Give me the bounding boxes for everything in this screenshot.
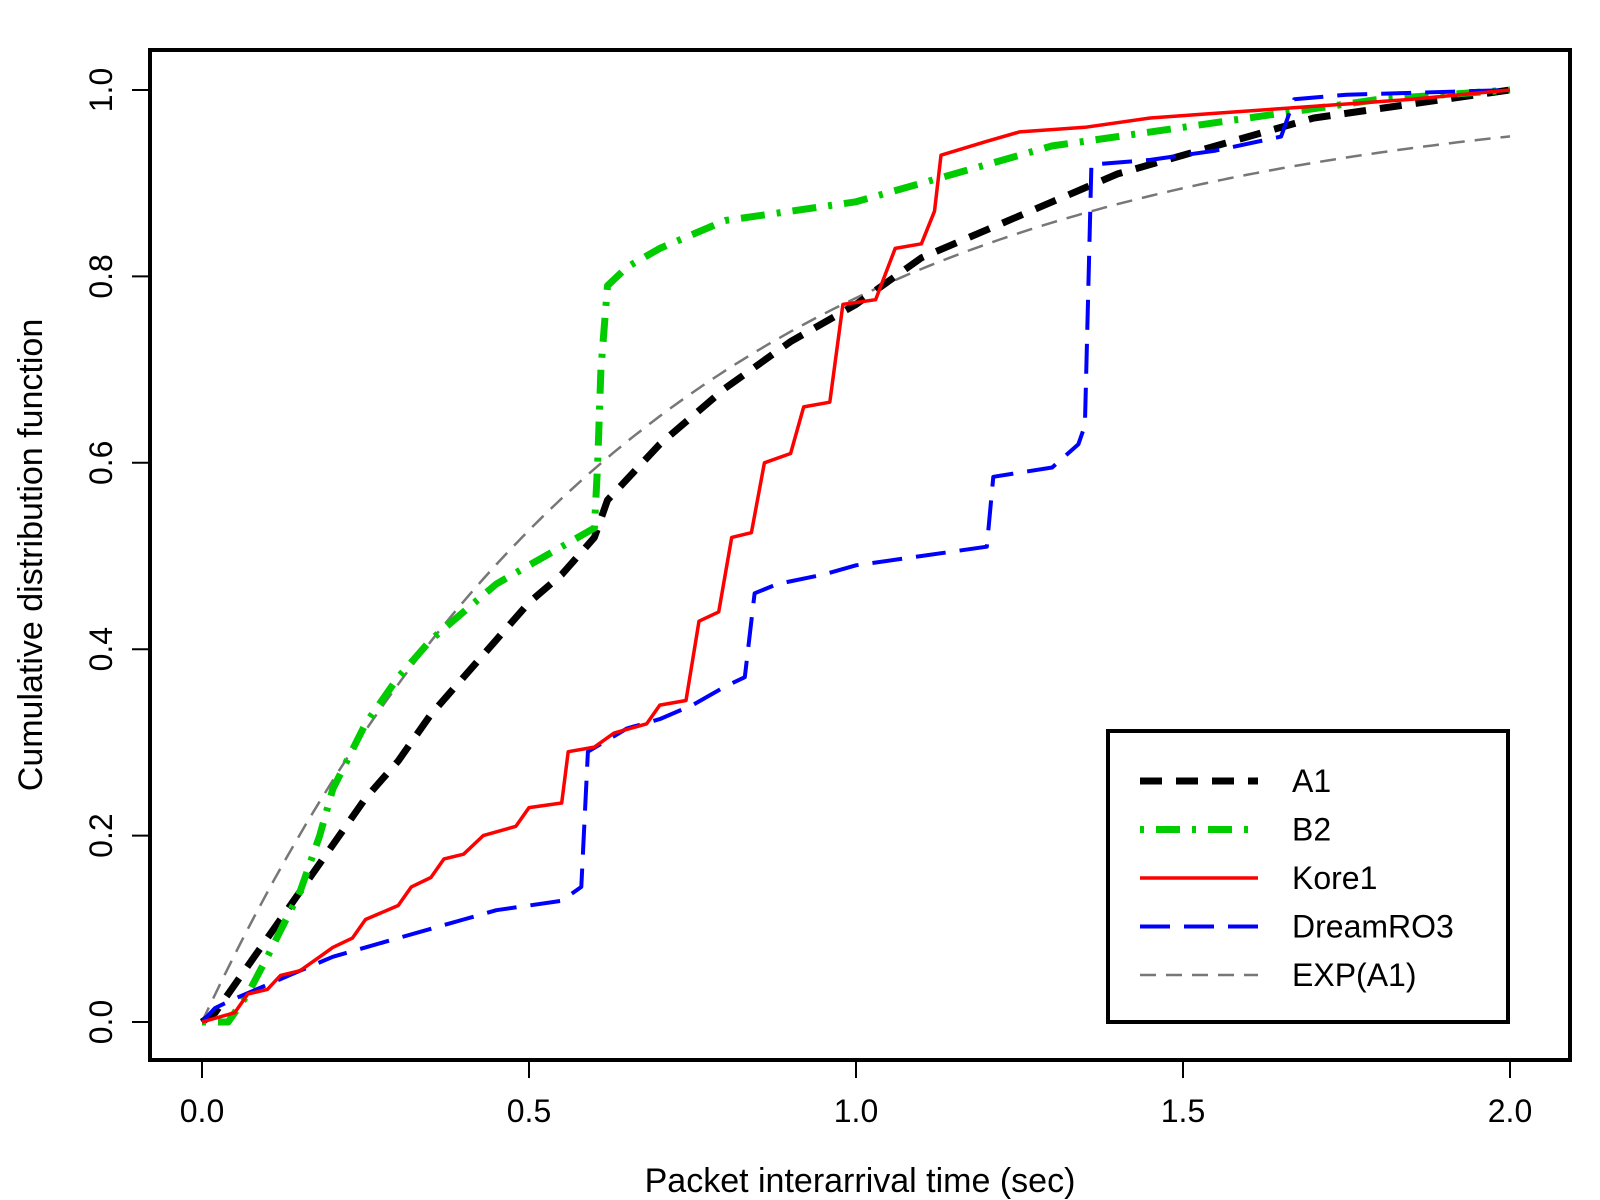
y-tick-label: 0.0 bbox=[83, 1000, 119, 1044]
y-tick-label: 0.4 bbox=[83, 627, 119, 671]
legend-label: EXP(A1) bbox=[1292, 957, 1416, 993]
y-tick-label: 0.8 bbox=[83, 254, 119, 298]
x-tick-label: 1.5 bbox=[1161, 1093, 1205, 1129]
series-line-b2 bbox=[202, 86, 1511, 1026]
legend-label: B2 bbox=[1292, 812, 1331, 848]
x-axis-label: Packet interarrival time (sec) bbox=[645, 1162, 1076, 1200]
x-axis: 0.0 0.5 1.0 1.5 2.0 bbox=[180, 1059, 1532, 1129]
x-tick-label: 0.0 bbox=[180, 1093, 224, 1129]
legend-label: A1 bbox=[1292, 763, 1331, 799]
y-tick-label: 0.2 bbox=[83, 813, 119, 857]
y-tick-label: 1.0 bbox=[83, 68, 119, 112]
x-tick-label: 2.0 bbox=[1488, 1093, 1532, 1129]
y-axis: 0.0 0.2 0.4 0.6 0.8 1.0 bbox=[83, 68, 151, 1044]
series-line-kore1 bbox=[201, 88, 1511, 1024]
x-tick-label: 1.0 bbox=[834, 1093, 878, 1129]
legend-label: DreamRO3 bbox=[1292, 909, 1454, 945]
series-group bbox=[199, 86, 1511, 1026]
legend-label: Kore1 bbox=[1292, 860, 1377, 896]
series-line-a1 bbox=[199, 86, 1511, 1025]
x-tick-label: 0.5 bbox=[507, 1093, 551, 1129]
series-line-dreamro3 bbox=[200, 88, 1511, 1024]
y-axis-label: Cumulative distribution function bbox=[12, 319, 50, 791]
y-tick-label: 0.6 bbox=[83, 441, 119, 485]
legend: A1 B2 Kore1 DreamRO3 EXP(A1) bbox=[1106, 729, 1510, 1024]
